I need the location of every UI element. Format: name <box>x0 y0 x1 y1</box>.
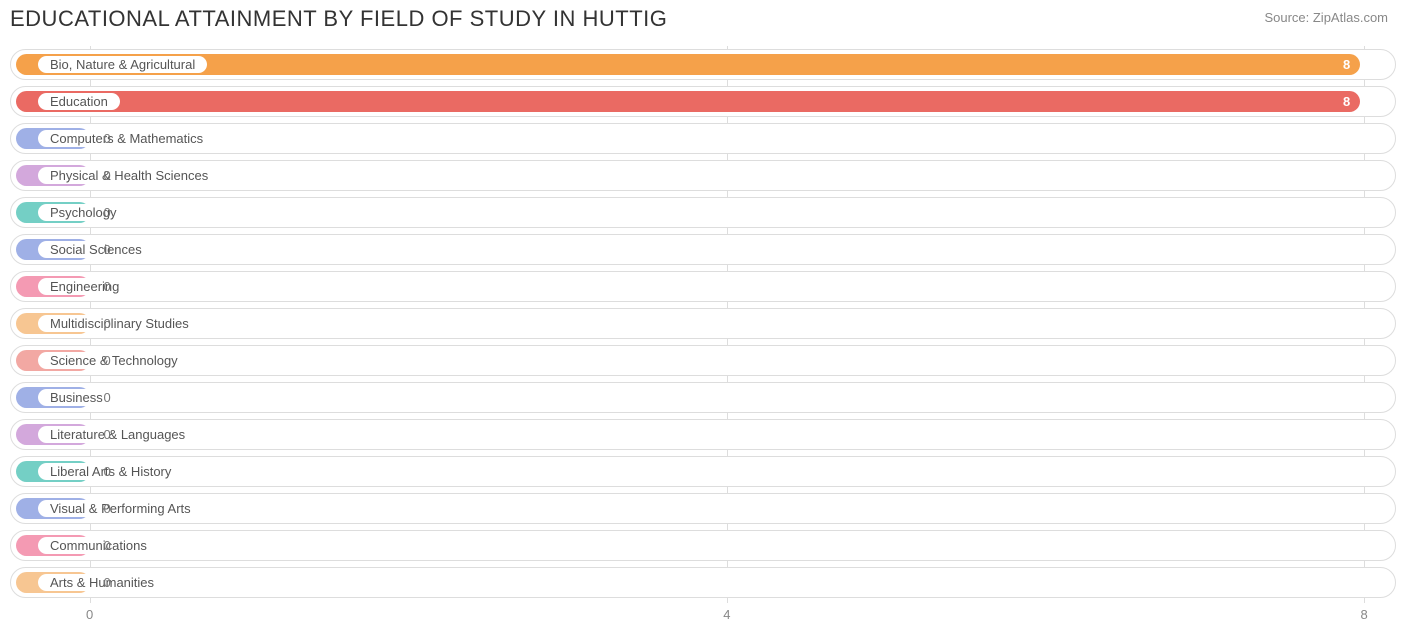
category-pill: Bio, Nature & Agricultural <box>38 56 207 73</box>
bar-fill <box>16 54 1360 75</box>
value-label: 0 <box>104 564 111 601</box>
value-label: 0 <box>104 379 111 416</box>
value-label: 8 <box>1343 46 1350 83</box>
value-label: 0 <box>104 527 111 564</box>
category-pill: Communications <box>38 537 159 554</box>
category-pill: Visual & Performing Arts <box>38 500 203 517</box>
value-label: 0 <box>104 231 111 268</box>
bar-row: Engineering0 <box>10 268 1396 305</box>
bar-track <box>10 234 1396 265</box>
bar-row: Multidisciplinary Studies0 <box>10 305 1396 342</box>
chart-source: Source: ZipAtlas.com <box>1264 6 1388 25</box>
bar-row: Psychology0 <box>10 194 1396 231</box>
category-pill: Arts & Humanities <box>38 574 166 591</box>
value-label: 0 <box>104 194 111 231</box>
bar-row: Visual & Performing Arts0 <box>10 490 1396 527</box>
bar-track <box>10 271 1396 302</box>
chart-header: EDUCATIONAL ATTAINMENT BY FIELD OF STUDY… <box>0 0 1406 32</box>
category-pill: Psychology <box>38 204 128 221</box>
value-label: 0 <box>104 305 111 342</box>
category-pill: Science & Technology <box>38 352 190 369</box>
x-axis: 0 4 8 <box>10 607 1396 625</box>
value-label: 0 <box>104 453 111 490</box>
x-axis-tick: 0 <box>86 607 93 622</box>
category-pill: Computers & Mathematics <box>38 130 215 147</box>
chart-title: EDUCATIONAL ATTAINMENT BY FIELD OF STUDY… <box>10 6 667 32</box>
bar-row: Liberal Arts & History0 <box>10 453 1396 490</box>
bar-track <box>10 419 1396 450</box>
bar-row: Business0 <box>10 379 1396 416</box>
bar-row: Bio, Nature & Agricultural 8 <box>10 46 1396 83</box>
bar-row: Computers & Mathematics0 <box>10 120 1396 157</box>
bar-row: Physical & Health Sciences0 <box>10 157 1396 194</box>
category-pill: Education <box>38 93 120 110</box>
value-label: 0 <box>104 490 111 527</box>
chart-area: Bio, Nature & Agricultural8Education8Com… <box>10 46 1396 603</box>
category-pill: Literature & Languages <box>38 426 197 443</box>
value-label: 0 <box>104 342 111 379</box>
bar-fill <box>16 91 1360 112</box>
bar-row: Science & Technology0 <box>10 342 1396 379</box>
x-axis-tick: 4 <box>723 607 730 622</box>
bar-track <box>10 123 1396 154</box>
value-label: 0 <box>104 120 111 157</box>
bar-row: Arts & Humanities0 <box>10 564 1396 601</box>
bar-track <box>10 345 1396 376</box>
bar-row: Communications0 <box>10 527 1396 564</box>
value-label: 0 <box>104 157 111 194</box>
bar-track <box>10 382 1396 413</box>
category-pill: Multidisciplinary Studies <box>38 315 201 332</box>
bar-row: Education 8 <box>10 83 1396 120</box>
value-label: 0 <box>104 416 111 453</box>
bar-track <box>10 308 1396 339</box>
bar-track <box>10 456 1396 487</box>
value-label: 0 <box>104 268 111 305</box>
bar-row: Social Sciences0 <box>10 231 1396 268</box>
x-axis-tick: 8 <box>1361 607 1368 622</box>
value-label: 8 <box>1343 83 1350 120</box>
category-pill: Social Sciences <box>38 241 154 258</box>
bar-row: Literature & Languages0 <box>10 416 1396 453</box>
bar-track <box>10 197 1396 228</box>
category-pill: Engineering <box>38 278 131 295</box>
bar-track <box>10 530 1396 561</box>
bar-track <box>10 567 1396 598</box>
bar-track <box>10 493 1396 524</box>
category-pill: Physical & Health Sciences <box>38 167 220 184</box>
